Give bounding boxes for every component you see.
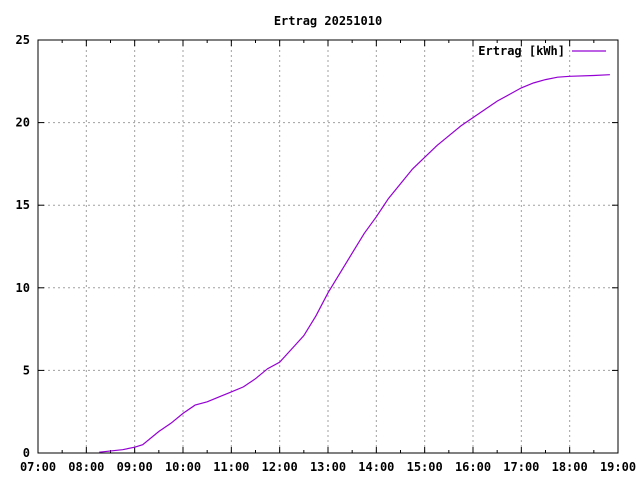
y-tick-label: 5 [23, 363, 30, 377]
x-tick-label: 11:00 [213, 460, 249, 474]
chart-title: Ertrag 20251010 [274, 14, 382, 28]
tick-labels: 07:00 08:00 09:00 10:00 11:00 12:00 13:00 14:00… [16, 33, 637, 474]
x-tick-label: 08:00 [68, 460, 104, 474]
x-tick-label: 07:00 [20, 460, 56, 474]
y-tick-label: 0 [23, 446, 30, 460]
series-line [99, 74, 610, 453]
y-tick-label: 20 [16, 116, 30, 130]
grid [38, 40, 618, 453]
x-tick-label: 10:00 [165, 460, 201, 474]
x-tick-label: 12:00 [262, 460, 298, 474]
legend: Ertrag [kWh] [478, 44, 606, 58]
y-tick-label: 25 [16, 33, 30, 47]
x-tick-label: 18:00 [552, 460, 588, 474]
x-tick-label: 15:00 [407, 460, 443, 474]
x-tick-label: 09:00 [117, 460, 153, 474]
x-tick-label: 17:00 [503, 460, 539, 474]
x-tick-label: 13:00 [310, 460, 346, 474]
plot-border [37, 39, 619, 454]
y-tick-label: 10 [16, 281, 30, 295]
y-tick-label: 15 [16, 198, 30, 212]
x-tick-label: 19:00 [600, 460, 636, 474]
x-tick-label: 14:00 [358, 460, 394, 474]
series-layer [99, 74, 610, 453]
x-tick-label: 16:00 [455, 460, 491, 474]
legend-label: Ertrag [kWh] [478, 44, 565, 58]
